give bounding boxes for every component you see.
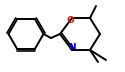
Text: O: O — [66, 16, 74, 25]
Text: N: N — [68, 43, 76, 52]
